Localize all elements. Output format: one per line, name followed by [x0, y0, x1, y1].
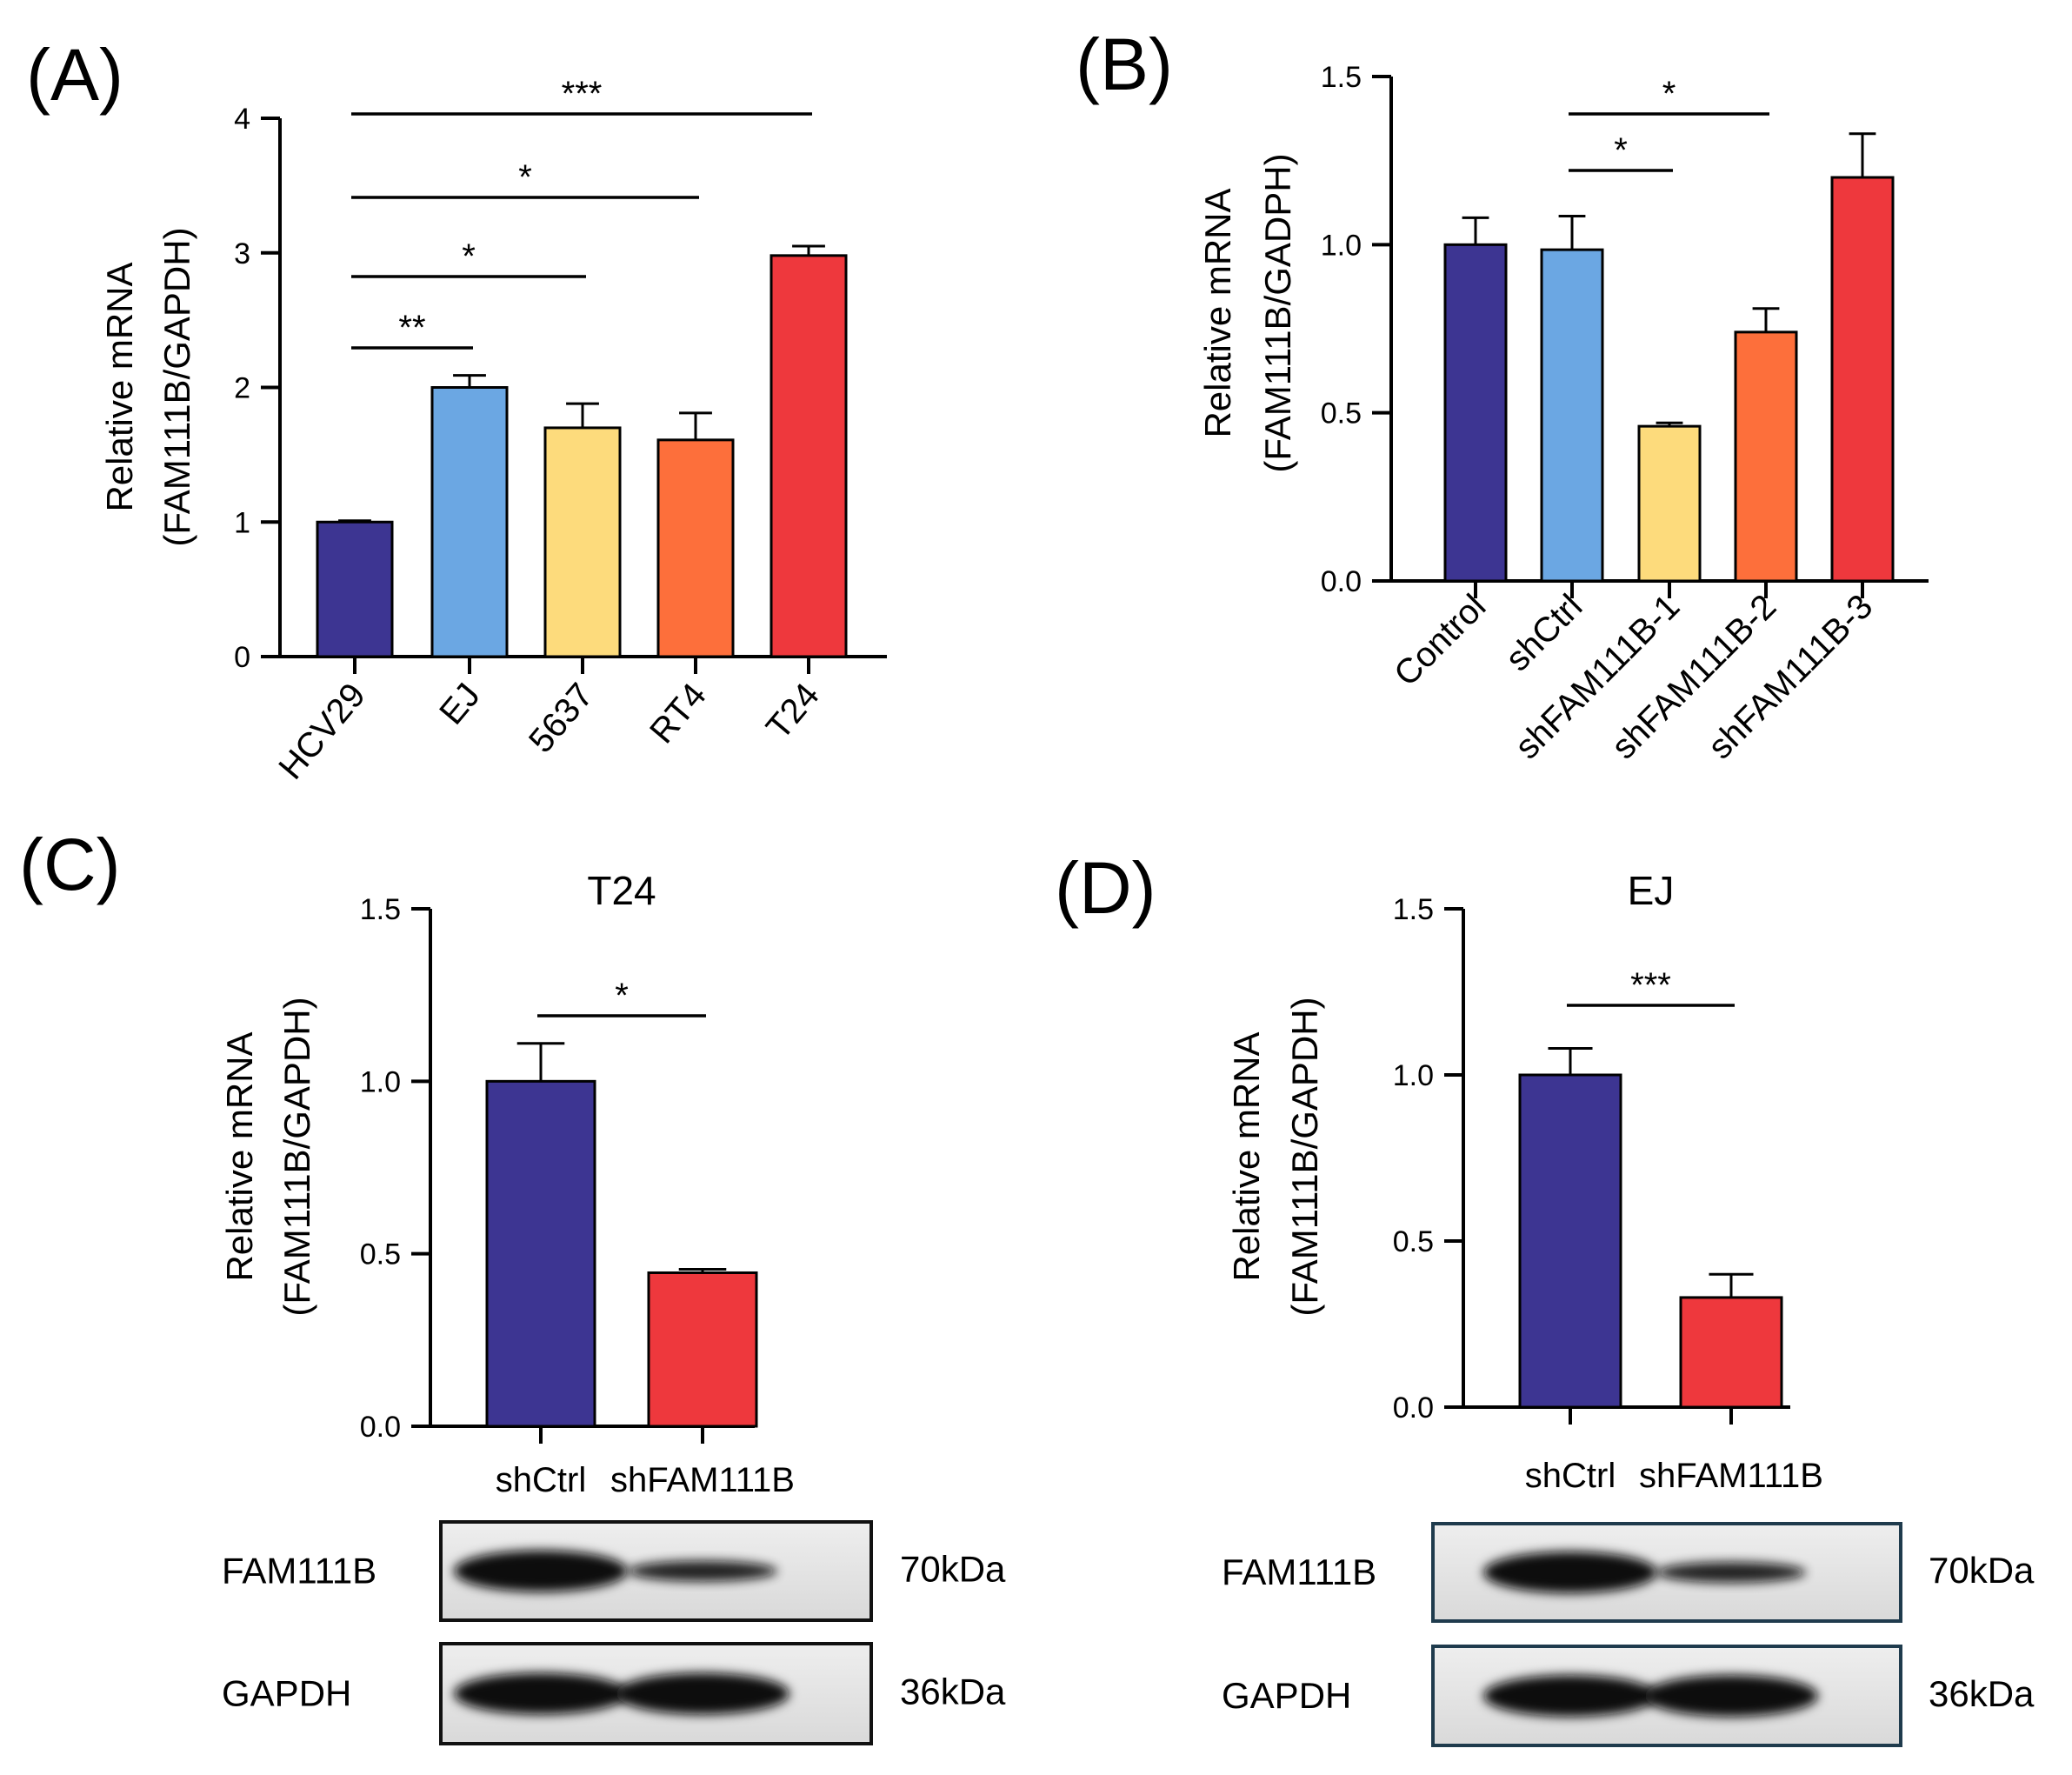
y-axis-label: Relative mRNA — [99, 262, 140, 511]
western-blot-c: FAM111B 70kDa GAPDH 36kDa — [222, 1520, 1006, 1745]
bar — [770, 254, 848, 658]
panel-letter: (A) — [26, 34, 123, 116]
bar — [1830, 176, 1895, 583]
bar — [1443, 243, 1508, 583]
y-tick-label: 0 — [234, 641, 250, 674]
y-tick-label: 1.5 — [360, 893, 401, 926]
panel-letter: (C) — [19, 824, 121, 905]
significance-label: * — [462, 237, 476, 276]
bar — [543, 426, 622, 658]
blot-protein-label: FAM111B — [1222, 1551, 1376, 1592]
y-tick-label: 1 — [234, 506, 250, 539]
y-tick-label: 1.5 — [1393, 893, 1434, 926]
blot-band — [1483, 1551, 1657, 1593]
x-tick-label: 5637 — [522, 677, 601, 760]
y-tick-label: 1.0 — [360, 1065, 401, 1098]
western-blot-d: FAM111B 70kDa GAPDH 36kDa — [1222, 1522, 2035, 1747]
significance-label: * — [1614, 131, 1628, 170]
y-tick-label: 0.5 — [1393, 1225, 1434, 1258]
panel-letter: (D) — [1055, 847, 1156, 929]
y-axis-label: Relative mRNA — [1197, 188, 1238, 437]
chart-title: EJ — [1628, 868, 1675, 913]
y-tick-label: 2 — [234, 372, 250, 405]
blot-band — [616, 1672, 789, 1715]
x-tick-label: shFAM111B-2 — [1604, 587, 1783, 766]
blot-band — [1656, 1562, 1806, 1583]
bar — [1734, 330, 1798, 583]
significance-label: * — [1662, 75, 1676, 113]
y-axis-label: Relative mRNA — [219, 1031, 260, 1281]
bar — [1540, 248, 1604, 583]
bar — [656, 438, 735, 658]
x-tick-label: shCtrl — [1498, 587, 1589, 678]
bar — [430, 386, 509, 658]
x-tick-label: Control — [1387, 587, 1493, 693]
y-tick-label: 1.5 — [1321, 61, 1362, 94]
chart-title: T24 — [587, 868, 656, 913]
panel-d: (D) EJ 0.0 0.5 1.0 1.5 Relative mRNA (FAM111B/G… — [1055, 847, 1823, 1495]
blot-protein-label: FAM111B — [222, 1551, 376, 1591]
y-tick-label: 0.0 — [1393, 1391, 1434, 1425]
significance-label: *** — [1630, 966, 1671, 1004]
x-tick-label: shFAM111B — [1639, 1457, 1823, 1495]
bar — [1637, 424, 1702, 583]
y-tick-label: 0.0 — [1321, 565, 1362, 598]
blot-protein-label: GAPDH — [1222, 1675, 1351, 1716]
y-tick-label: 3 — [234, 237, 250, 270]
x-tick-label: HCV29 — [271, 677, 373, 787]
blot-size-label: 36kDa — [900, 1672, 1006, 1712]
significance-label: * — [615, 977, 629, 1015]
blot-band — [454, 1550, 628, 1592]
x-tick-label: shFAM111B — [610, 1461, 795, 1499]
significance-label: ** — [398, 309, 425, 347]
x-tick-label: T24 — [759, 677, 827, 747]
panel-letter: (B) — [1076, 23, 1173, 105]
panel-c: (C) T24 0.0 0.5 1.0 1.5 Relative mRNA (FAM111B/… — [19, 824, 795, 1499]
bar — [316, 520, 394, 658]
bar — [1518, 1073, 1622, 1409]
y-tick-label: 1.0 — [1393, 1059, 1434, 1092]
significance-label: * — [518, 158, 532, 197]
blot-size-label: 70kDa — [900, 1549, 1006, 1590]
y-axis-label: (FAM111B/GAPDH) — [157, 227, 197, 546]
y-axis-label: (FAM111B/GADPH) — [1257, 153, 1298, 472]
blot-band — [1483, 1675, 1657, 1717]
significance-label: *** — [562, 75, 603, 113]
y-tick-label: 0.0 — [360, 1411, 401, 1444]
y-tick-label: 0.5 — [1321, 397, 1362, 430]
bar — [485, 1079, 596, 1428]
y-axis-label: Relative mRNA — [1226, 1031, 1267, 1281]
x-tick-label: shCtrl — [496, 1461, 586, 1499]
y-tick-label: 4 — [234, 103, 250, 136]
blot-size-label: 70kDa — [1929, 1550, 2035, 1591]
y-axis-label: (FAM111B/GAPDH) — [276, 997, 317, 1316]
blot-band — [454, 1672, 628, 1715]
x-tick-label: EJ — [432, 677, 488, 732]
panel-b: (B) 0.0 0.5 1.0 1.5 Relative mRNA (FAM111B/GAD… — [1076, 23, 1929, 766]
y-axis-label: (FAM111B/GAPDH) — [1284, 997, 1325, 1316]
y-tick-label: 0.5 — [360, 1238, 401, 1271]
bar — [647, 1271, 758, 1428]
blot-band — [628, 1560, 777, 1582]
y-tick-label: 1.0 — [1321, 229, 1362, 262]
blot-band — [1644, 1675, 1818, 1717]
x-tick-label: RT4 — [643, 677, 714, 751]
x-tick-label: shCtrl — [1525, 1457, 1616, 1495]
blot-size-label: 36kDa — [1929, 1673, 2035, 1714]
panel-a: (A) 0 1 2 3 4 Relative mRNA (FAM111B/GAPDH) HCV2… — [26, 34, 887, 787]
blot-protein-label: GAPDH — [222, 1673, 351, 1714]
bar — [1679, 1296, 1783, 1409]
x-tick-label: shFAM111B-3 — [1701, 587, 1880, 766]
